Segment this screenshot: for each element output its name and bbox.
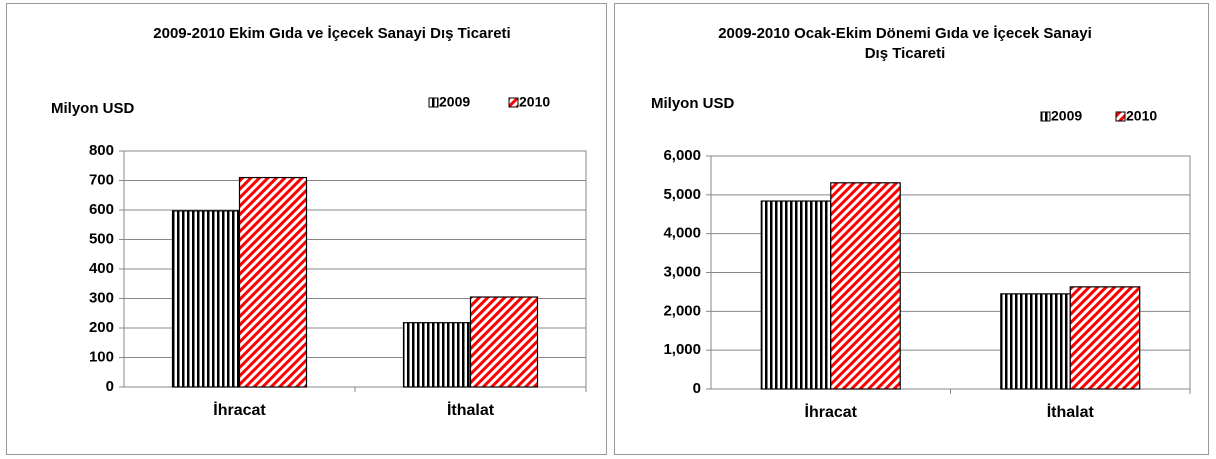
bar bbox=[171, 210, 241, 388]
bar bbox=[830, 182, 901, 390]
y-axis-label: Milyon USD bbox=[51, 100, 135, 117]
y-tick-label: 5,000 bbox=[663, 186, 701, 203]
bar bbox=[760, 200, 832, 390]
x-tick-label: İhracat bbox=[805, 403, 858, 421]
y-tick-label: 800 bbox=[89, 142, 114, 159]
y-tick-label: 0 bbox=[693, 380, 701, 397]
bar bbox=[238, 176, 308, 388]
y-tick-label: 300 bbox=[89, 289, 114, 306]
chart-title: 2009-2010 Ocak-Ekim Dönemi Gıda ve İçece… bbox=[718, 25, 1092, 62]
legend-swatch bbox=[428, 97, 439, 108]
bar bbox=[402, 322, 472, 388]
legend-label: 2009 bbox=[439, 94, 470, 110]
y-tick-label: 600 bbox=[89, 201, 114, 218]
y-tick-label: 500 bbox=[89, 230, 114, 247]
bar bbox=[1069, 286, 1141, 390]
x-tick-label: İhracat bbox=[213, 401, 266, 419]
chart: Milyon USD 0 100 200 300 400 500 600 700 800 İhrac… bbox=[51, 94, 587, 419]
y-tick-label: 3,000 bbox=[663, 263, 701, 280]
y-axis-label: Milyon USD bbox=[651, 95, 735, 112]
chart-title: 2009-2010 Ekim Gıda ve İçecek Sanayi Dış… bbox=[153, 25, 511, 42]
chart-panel: 2009-2010 Ocak-Ekim Dönemi Gıda ve İçece… bbox=[614, 3, 1209, 455]
y-tick-label: 700 bbox=[89, 171, 114, 188]
x-tick-label: İthalat bbox=[1047, 403, 1095, 421]
legend-swatch bbox=[1115, 111, 1126, 122]
y-tick-label: 400 bbox=[89, 260, 114, 277]
y-tick-label: 2,000 bbox=[663, 302, 701, 319]
legend-swatch bbox=[1040, 111, 1051, 122]
y-tick-label: 200 bbox=[89, 319, 114, 336]
chart-panel: 2009-2010 Ekim Gıda ve İçecek Sanayi Dış… bbox=[6, 3, 607, 455]
y-tick-label: 6,000 bbox=[663, 147, 701, 164]
legend-label: 2010 bbox=[1126, 108, 1157, 124]
legend-swatch bbox=[508, 97, 519, 108]
x-tick-label: İthalat bbox=[447, 401, 495, 419]
bar bbox=[469, 296, 539, 388]
legend-label: 2010 bbox=[519, 94, 550, 110]
chart: Milyon USD 0 1,000 2,000 3,000 4,000 5,000 6,00… bbox=[651, 95, 1191, 421]
bar bbox=[1000, 293, 1071, 390]
legend-label: 2009 bbox=[1051, 108, 1082, 124]
y-tick-label: 0 bbox=[106, 378, 114, 395]
y-tick-label: 1,000 bbox=[663, 341, 701, 358]
y-tick-label: 100 bbox=[89, 348, 114, 365]
y-tick-label: 4,000 bbox=[663, 225, 701, 242]
